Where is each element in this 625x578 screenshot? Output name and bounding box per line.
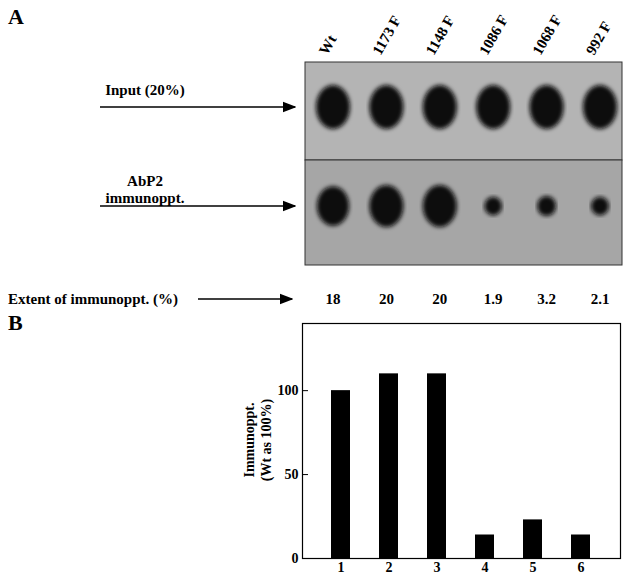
svg-text:AbP2immunoppt.: AbP2immunoppt. [106,173,185,206]
svg-text:50: 50 [285,467,299,482]
svg-text:1: 1 [338,560,345,575]
svg-text:1148 F: 1148 F [423,13,458,57]
svg-text:18: 18 [326,291,341,307]
svg-text:A: A [8,4,24,29]
svg-text:20: 20 [379,291,394,307]
svg-text:20: 20 [432,291,447,307]
svg-text:Input (20%): Input (20%) [105,82,185,99]
svg-text:4: 4 [482,560,489,575]
svg-text:3: 3 [434,560,441,575]
svg-text:Immunoppt.(Wt as 100%): Immunoppt.(Wt as 100%) [242,398,275,481]
svg-text:1.9: 1.9 [484,291,503,307]
svg-text:Wt: Wt [316,32,340,57]
svg-text:1173 F: 1173 F [369,13,404,57]
svg-text:1086 F: 1086 F [476,12,511,57]
svg-text:Extent of immunoppt. (%): Extent of immunoppt. (%) [8,291,178,308]
svg-text:6: 6 [578,560,585,575]
svg-text:3.2: 3.2 [537,291,556,307]
svg-text:B: B [8,310,23,335]
svg-text:1068 F: 1068 F [529,12,564,57]
svg-text:5: 5 [530,560,537,575]
svg-text:992 F: 992 F [583,19,615,58]
svg-text:2: 2 [386,560,393,575]
svg-text:100: 100 [278,383,299,398]
svg-text:0: 0 [292,551,299,566]
svg-text:2.1: 2.1 [591,291,610,307]
